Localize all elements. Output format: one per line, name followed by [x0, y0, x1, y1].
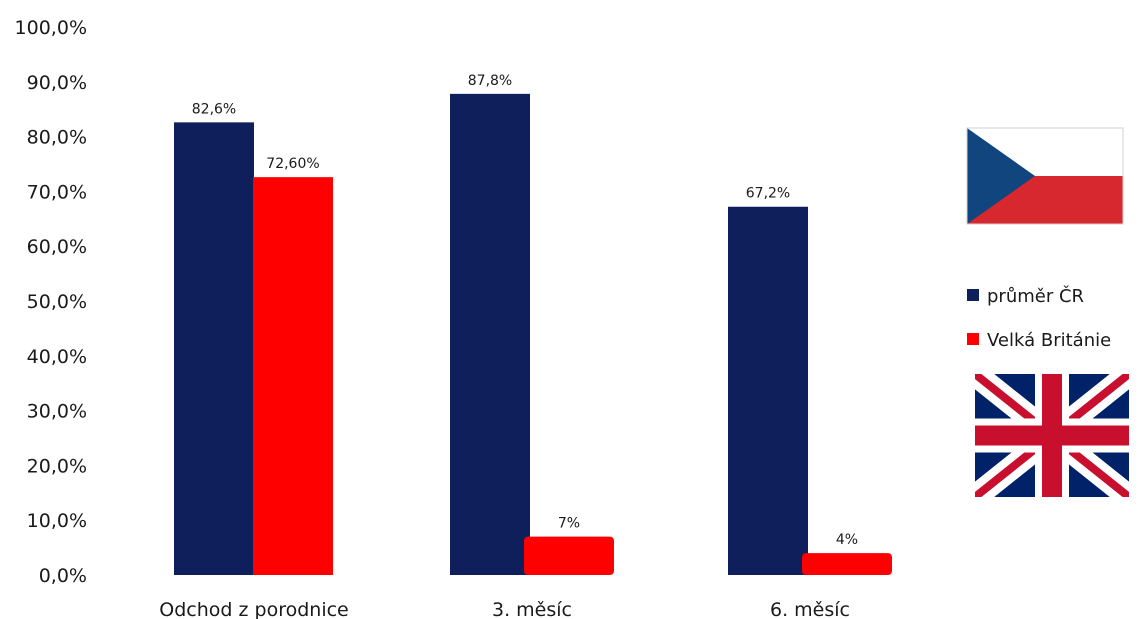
data-label-prumer-cr-1: 87,8%: [468, 73, 512, 89]
bar-velka-britanie-1: [524, 536, 614, 575]
czech-flag-icon: [966, 127, 1124, 225]
bars-group: [174, 93, 892, 576]
legend-swatch-series-0: [967, 289, 979, 301]
x-category-label: 6. měsíc: [770, 599, 850, 619]
y-tick-label: 80,0%: [27, 127, 87, 149]
y-tick-label: 70,0%: [27, 181, 87, 203]
y-tick-label: 100,0%: [15, 17, 87, 39]
legend: průměr ČR Velká Británie: [967, 285, 1111, 351]
uk-flag-icon: [975, 374, 1129, 497]
data-label-velka-britanie-0: 72,60%: [266, 156, 319, 172]
y-tick-label: 90,0%: [27, 72, 87, 94]
legend-label-series-1: Velká Británie: [987, 330, 1111, 351]
x-category-label: 3. měsíc: [492, 599, 572, 619]
bar-prumer-cr-0: [174, 122, 254, 576]
data-label-velka-britanie-2: 4%: [836, 532, 858, 548]
bar-velka-britanie-0: [253, 177, 333, 576]
bar-prumer-cr-1: [450, 93, 530, 575]
bar-velka-britanie-2: [802, 553, 892, 575]
y-axis: 0,0% 10,0% 20,0% 30,0% 40,0% 50,0% 60,0% 70,0% 8…: [15, 17, 87, 587]
legend-swatch-series-1: [967, 333, 979, 345]
y-tick-label: 30,0%: [27, 401, 87, 423]
y-tick-label: 10,0%: [27, 510, 87, 532]
data-label-prumer-cr-2: 67,2%: [746, 186, 790, 202]
bar-prumer-cr-2: [728, 206, 808, 575]
y-tick-label: 20,0%: [27, 455, 87, 477]
x-axis: Odchod z porodnice 3. měsíc 6. měsíc: [159, 599, 850, 619]
y-tick-label: 40,0%: [27, 346, 87, 368]
y-tick-label: 50,0%: [27, 291, 87, 313]
data-labels-group: 82,6% 72,60% 87,8% 7% 67,2% 4%: [192, 73, 858, 548]
data-label-velka-britanie-1: 7%: [558, 516, 580, 532]
y-tick-label: 60,0%: [27, 236, 87, 258]
legend-label-series-0: průměr ČR: [987, 285, 1084, 307]
x-category-label: Odchod z porodnice: [159, 599, 348, 619]
y-tick-label: 0,0%: [39, 565, 87, 587]
data-label-prumer-cr-0: 82,6%: [192, 101, 236, 117]
